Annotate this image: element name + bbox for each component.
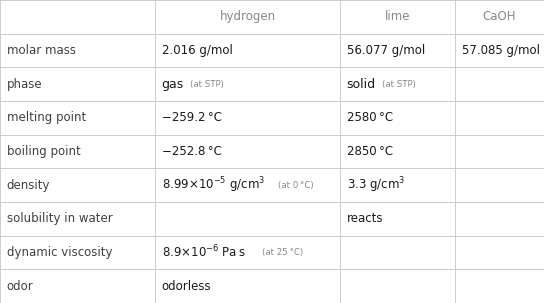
Text: 2850 °C: 2850 °C	[347, 145, 393, 158]
Text: solubility in water: solubility in water	[7, 212, 112, 225]
Text: lime: lime	[385, 10, 410, 23]
Text: solid: solid	[347, 78, 376, 91]
Text: (at 0 °C): (at 0 °C)	[279, 181, 314, 190]
Text: gas: gas	[162, 78, 184, 91]
Text: 3.3 g/cm$^{3}$: 3.3 g/cm$^{3}$	[347, 175, 405, 195]
Text: boiling point: boiling point	[7, 145, 81, 158]
Text: odor: odor	[7, 280, 33, 293]
Text: 56.077 g/mol: 56.077 g/mol	[347, 44, 425, 57]
Text: −259.2 °C: −259.2 °C	[162, 111, 221, 124]
Text: 2.016 g/mol: 2.016 g/mol	[162, 44, 232, 57]
Text: dynamic viscosity: dynamic viscosity	[7, 246, 112, 259]
Text: odorless: odorless	[162, 280, 211, 293]
Text: 8.9$\times$10$^{-6}$ Pa$\,$s: 8.9$\times$10$^{-6}$ Pa$\,$s	[162, 244, 245, 261]
Text: hydrogen: hydrogen	[219, 10, 276, 23]
Text: melting point: melting point	[7, 111, 86, 124]
Text: (at STP): (at STP)	[382, 80, 416, 89]
Text: 57.085 g/mol: 57.085 g/mol	[461, 44, 540, 57]
Text: density: density	[7, 179, 50, 192]
Text: reacts: reacts	[347, 212, 383, 225]
Text: molar mass: molar mass	[7, 44, 76, 57]
Text: 8.99$\times$10$^{-5}$ g/cm$^{3}$: 8.99$\times$10$^{-5}$ g/cm$^{3}$	[162, 175, 265, 195]
Text: (at STP): (at STP)	[190, 80, 224, 89]
Text: −252.8 °C: −252.8 °C	[162, 145, 221, 158]
Text: CaOH: CaOH	[483, 10, 516, 23]
Text: (at 25 °C): (at 25 °C)	[262, 248, 304, 257]
Text: 2580 °C: 2580 °C	[347, 111, 393, 124]
Text: phase: phase	[7, 78, 42, 91]
